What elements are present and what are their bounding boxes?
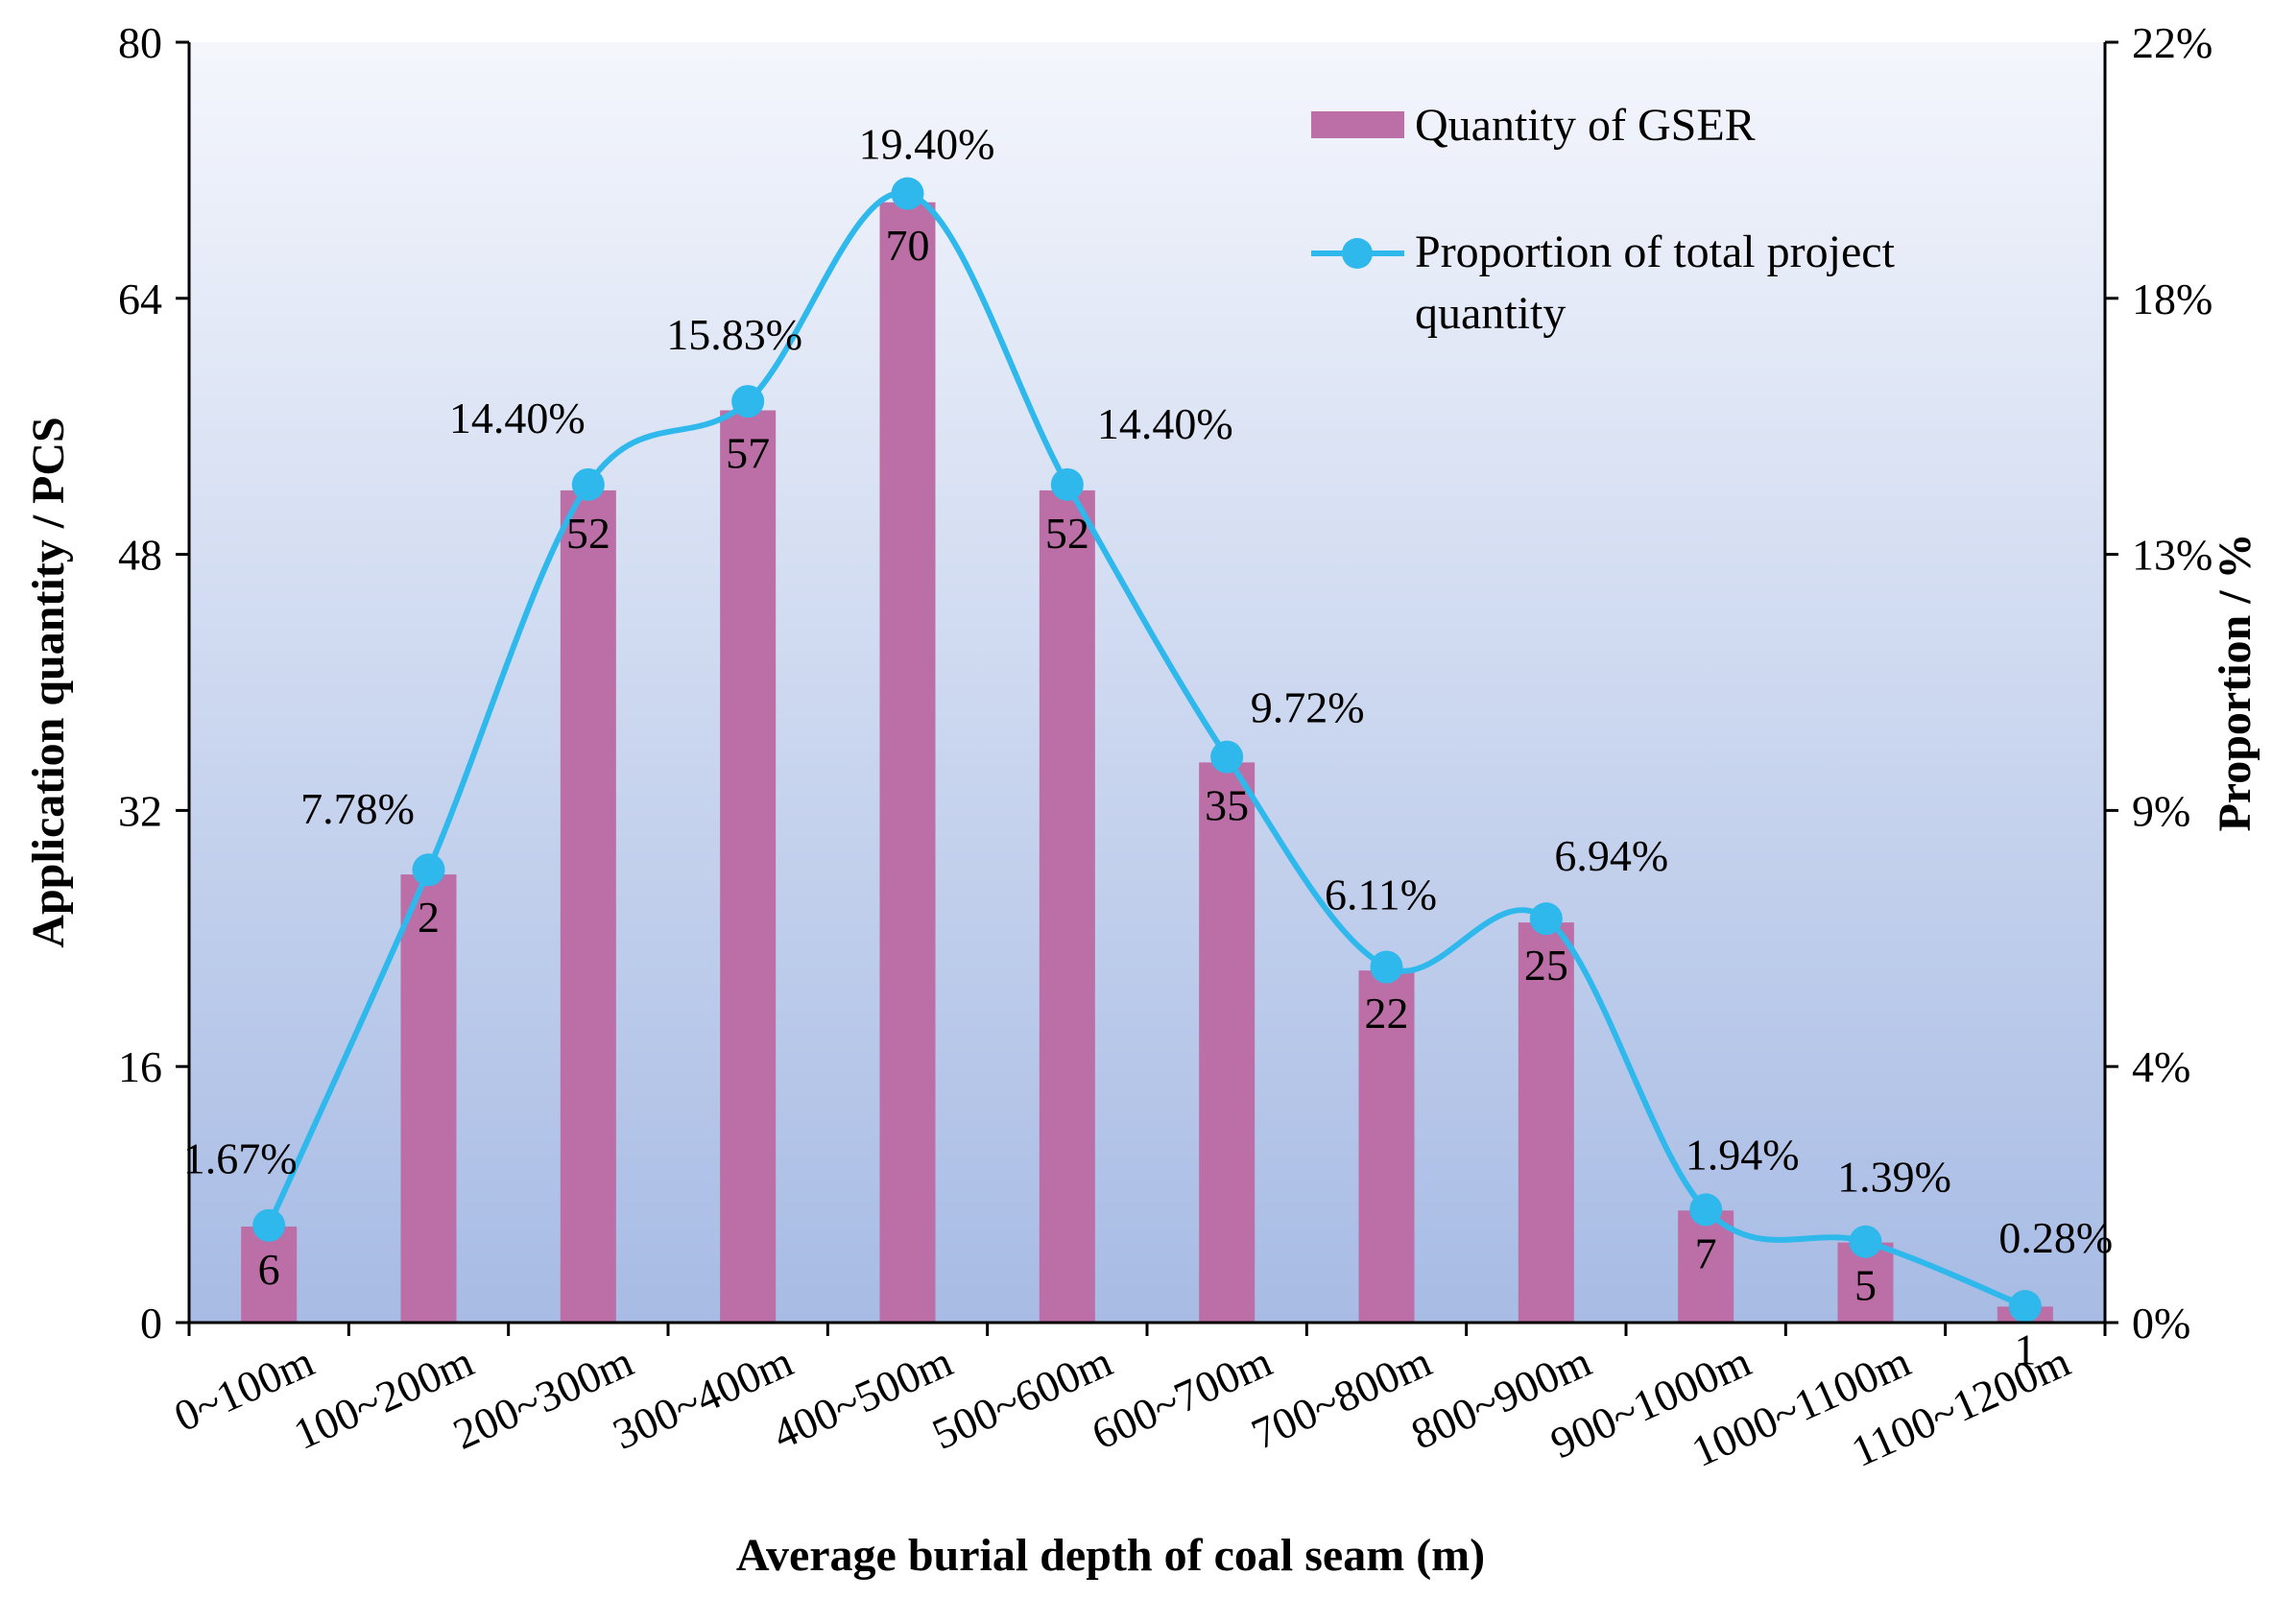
y-axis-title: Application quantity / PCS bbox=[23, 417, 74, 947]
bar-700~800m bbox=[1358, 970, 1415, 1323]
bar-value-label: 2 bbox=[418, 893, 440, 942]
line-point-300~400m bbox=[731, 385, 765, 418]
y2-axis-title: Proportion / % bbox=[2210, 533, 2260, 831]
y2-tick-label: 22% bbox=[2132, 18, 2212, 67]
proportion-line bbox=[266, 190, 2026, 1309]
proportion-value-label: 19.40% bbox=[859, 120, 995, 169]
y2-tick-label: 18% bbox=[2132, 274, 2212, 323]
bar-value-label: 52 bbox=[566, 509, 610, 558]
bar-value-label: 6 bbox=[258, 1245, 280, 1294]
legend-line-label: Proportion of total project quantity bbox=[1415, 227, 1906, 339]
bar-800~900m bbox=[1518, 922, 1574, 1323]
legend: Quantity of GSER Proportion of total pro… bbox=[1311, 100, 1906, 339]
line-point-0~100m bbox=[252, 1208, 286, 1242]
legend-line-label-line2: quantity bbox=[1415, 288, 1566, 339]
bar-value-label: 52 bbox=[1045, 509, 1089, 558]
x-axis-title: Average burial depth of coal seam (m) bbox=[736, 1530, 1485, 1581]
y2-tick-label: 0% bbox=[2132, 1299, 2190, 1348]
bar-value-label: 7 bbox=[1695, 1229, 1717, 1277]
proportion-value-label: 15.83% bbox=[666, 310, 802, 359]
bar-value-label: 70 bbox=[886, 221, 930, 270]
y-tick-label: 32 bbox=[118, 786, 162, 835]
y-tick-label: 64 bbox=[118, 274, 162, 323]
plot-area bbox=[189, 42, 2105, 1323]
bar-value-label: 25 bbox=[1524, 941, 1568, 990]
x-tick-label: 200~300m bbox=[446, 1336, 640, 1458]
bar-value-label: 22 bbox=[1365, 989, 1409, 1038]
y-tick-label: 16 bbox=[118, 1042, 162, 1091]
line-point-100~200m bbox=[412, 853, 445, 887]
proportion-value-label: 14.40% bbox=[1097, 399, 1233, 448]
x-tick-label: 400~500m bbox=[765, 1336, 959, 1458]
x-tick-label: 300~400m bbox=[606, 1336, 800, 1458]
y2-tick-label: 9% bbox=[2132, 786, 2190, 835]
y-tick-label: 48 bbox=[118, 531, 162, 580]
y-tick-label: 0 bbox=[140, 1299, 162, 1348]
proportion-value-label: 1.67% bbox=[183, 1134, 298, 1183]
line-point-200~300m bbox=[571, 467, 605, 501]
proportion-value-label: 0.28% bbox=[1998, 1213, 2113, 1262]
legend-bar-swatch bbox=[1311, 111, 1404, 138]
bar-series bbox=[241, 202, 2053, 1323]
bar-100~200m bbox=[400, 874, 457, 1323]
bar-0~100m bbox=[241, 1226, 298, 1323]
proportion-value-label: 7.78% bbox=[300, 784, 415, 833]
line-point-1100~1200m bbox=[2008, 1290, 2042, 1324]
proportion-value-label: 6.11% bbox=[1325, 871, 1437, 919]
data-labels: 6 2 52 57 70 52 35 22 25 7 5 1 1.67% 7.78% 14.40% 15.83… bbox=[183, 120, 2113, 1374]
x-tick-label: 700~800m bbox=[1244, 1336, 1438, 1458]
line-point-600~700m bbox=[1210, 740, 1244, 774]
bar-200~300m bbox=[560, 489, 616, 1323]
line-point-1000~1100m bbox=[1849, 1225, 1882, 1258]
bar-value-label: 1 bbox=[2014, 1325, 2036, 1373]
x-tick-label: 600~700m bbox=[1085, 1336, 1279, 1458]
y2-tick-label: 13% bbox=[2132, 531, 2212, 580]
bar-value-label: 57 bbox=[726, 429, 770, 478]
line-point-400~500m bbox=[891, 177, 924, 210]
line-point-700~800m bbox=[1370, 950, 1403, 984]
x-tick-label: 100~200m bbox=[286, 1336, 480, 1458]
line-series bbox=[252, 177, 2042, 1324]
proportion-value-label: 9.72% bbox=[1251, 683, 1365, 732]
proportion-value-label: 1.94% bbox=[1686, 1130, 1800, 1179]
line-point-500~600m bbox=[1050, 467, 1084, 501]
proportion-value-label: 6.94% bbox=[1554, 831, 1668, 880]
legend-bar-label: Quantity of GSER bbox=[1415, 100, 1756, 151]
bar-400~500m bbox=[879, 202, 936, 1323]
proportion-value-label: 1.39% bbox=[1837, 1153, 1951, 1202]
bar-600~700m bbox=[1199, 762, 1256, 1323]
bar-300~400m bbox=[720, 410, 777, 1323]
bar-500~600m bbox=[1039, 489, 1095, 1323]
bar-900~1000m bbox=[1678, 1210, 1734, 1323]
bar-value-label: 5 bbox=[1854, 1261, 1877, 1310]
y-tick-label: 80 bbox=[118, 18, 162, 67]
legend-line-label-line1: Proportion of total project bbox=[1415, 227, 1896, 277]
legend-line-marker bbox=[1342, 238, 1373, 269]
proportion-value-label: 14.40% bbox=[449, 394, 586, 442]
line-point-900~1000m bbox=[1689, 1193, 1723, 1227]
bar-value-label: 35 bbox=[1205, 780, 1249, 829]
x-tick-label: 500~600m bbox=[925, 1336, 1119, 1458]
y2-tick-label: 4% bbox=[2132, 1042, 2190, 1091]
line-point-800~900m bbox=[1529, 902, 1563, 936]
